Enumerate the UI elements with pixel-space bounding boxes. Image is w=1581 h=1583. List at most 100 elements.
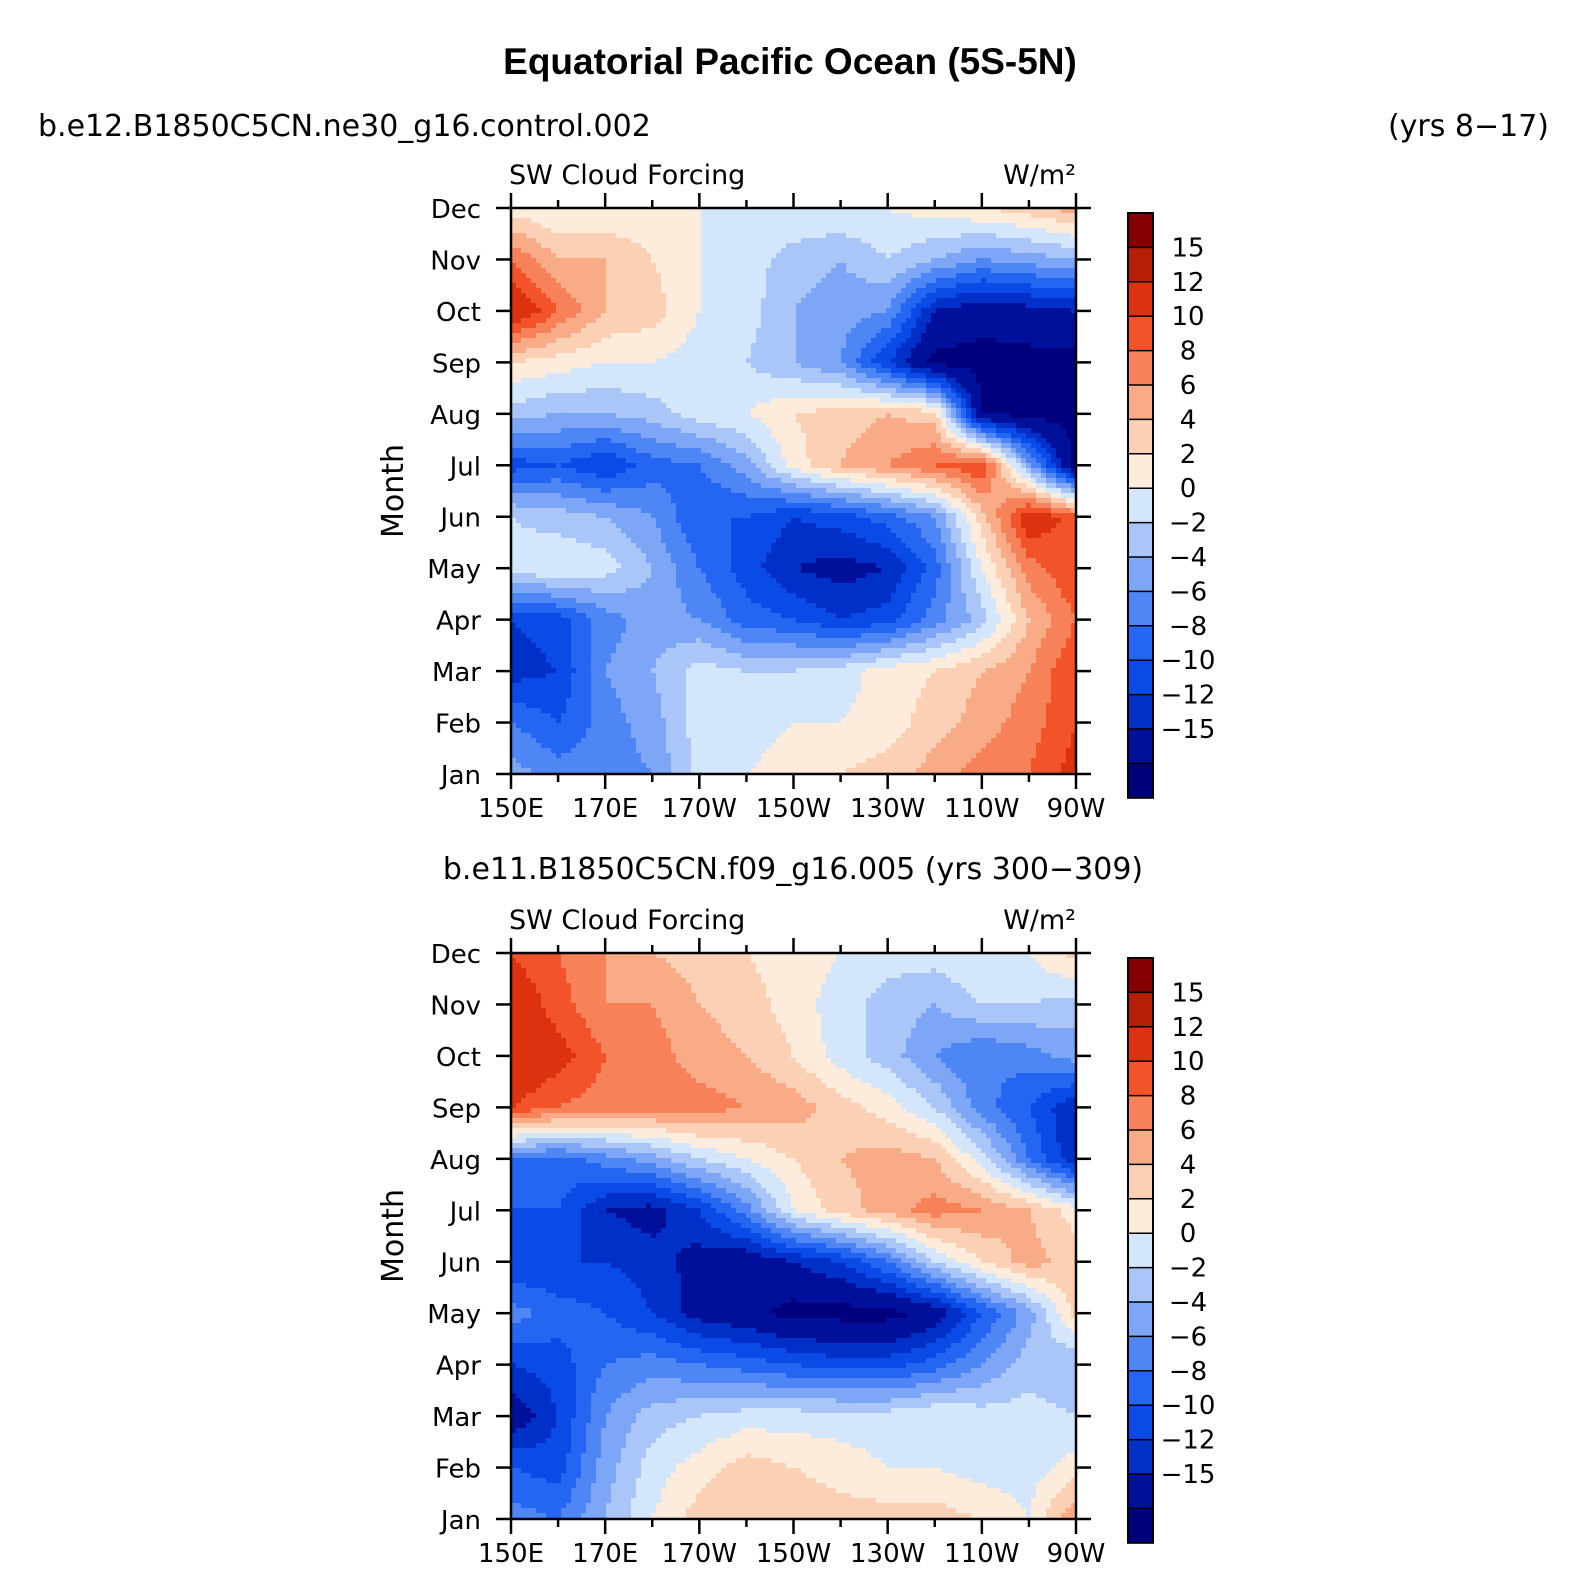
heatmap-cell — [601, 268, 607, 274]
heatmap-cell — [821, 268, 827, 274]
heatmap-cell — [671, 213, 677, 219]
heatmap-cell — [981, 258, 987, 264]
heatmap-cell — [621, 218, 627, 224]
heatmap-cell — [926, 243, 932, 249]
heatmap-cell — [676, 213, 682, 219]
heatmap-cell — [776, 243, 782, 249]
heatmap-cell — [841, 238, 847, 244]
heatmap-cell — [631, 263, 637, 269]
heatmap-cell — [516, 263, 522, 269]
heatmap-cell — [991, 228, 997, 234]
heatmap-cell — [676, 253, 682, 259]
heatmap-cell — [881, 248, 887, 254]
heatmap-cell — [796, 233, 802, 239]
heatmap-cell — [611, 223, 617, 229]
heatmap-cell — [601, 248, 607, 254]
heatmap-cell — [526, 248, 532, 254]
heatmap-cell — [946, 213, 952, 219]
heatmap-cell — [526, 258, 532, 264]
heatmap-cell — [826, 253, 832, 259]
heatmap-cell — [1061, 253, 1067, 259]
heatmap-cell — [536, 223, 542, 229]
heatmap-cell — [561, 253, 567, 259]
heatmap-cell — [1036, 263, 1042, 269]
heatmap-cell — [696, 218, 702, 224]
heatmap-cell — [1046, 223, 1052, 229]
heatmap-cell — [541, 218, 547, 224]
heatmap-cell — [521, 223, 527, 229]
heatmap-cell — [841, 248, 847, 254]
heatmap-cell — [906, 223, 912, 229]
heatmap-cell — [641, 223, 647, 229]
heatmap-cell — [1066, 233, 1072, 239]
heatmap-cell — [846, 243, 852, 249]
heatmap-cell — [556, 263, 562, 269]
heatmap-cell — [576, 213, 582, 219]
heatmap-cell — [1056, 238, 1062, 244]
heatmap-cell — [1036, 228, 1042, 234]
heatmap-cell — [876, 233, 882, 239]
heatmap-cell — [736, 268, 742, 274]
heatmap-cell — [971, 263, 977, 269]
heatmap-cell — [631, 253, 637, 259]
heatmap-cell — [1021, 228, 1027, 234]
heatmap-cell — [711, 223, 717, 229]
heatmap-cell — [516, 253, 522, 259]
heatmap-cell — [626, 263, 632, 269]
heatmap-cell — [1006, 233, 1012, 239]
heatmap-cell — [521, 238, 527, 244]
heatmap-cell — [976, 263, 982, 269]
heatmap-cell — [776, 258, 782, 264]
heatmap-cell — [826, 238, 832, 244]
heatmap-cell — [791, 228, 797, 234]
heatmap-cell — [1001, 228, 1007, 234]
heatmap-cell — [1016, 263, 1022, 269]
heatmap-cell — [726, 248, 732, 254]
heatmap-cell — [806, 258, 812, 264]
heatmap-cell — [546, 253, 552, 259]
heatmap-cell — [546, 223, 552, 229]
heatmap-cell — [571, 248, 577, 254]
heatmap-cell — [901, 233, 907, 239]
heatmap-cell — [781, 238, 787, 244]
heatmap-cell — [826, 248, 832, 254]
heatmap-cell — [846, 228, 852, 234]
heatmap-cell — [581, 253, 587, 259]
heatmap-cell — [581, 213, 587, 219]
heatmap-cell — [626, 218, 632, 224]
heatmap-cell — [701, 228, 707, 234]
heatmap-cell — [591, 238, 597, 244]
heatmap-cell — [666, 258, 672, 264]
heatmap-cell — [666, 213, 672, 219]
heatmap-cell — [711, 233, 717, 239]
heatmap-cell — [581, 223, 587, 229]
heatmap-cell — [1021, 233, 1027, 239]
heatmap-cell — [816, 228, 822, 234]
heatmap-cell — [721, 258, 727, 264]
heatmap-cell — [886, 218, 892, 224]
heatmap-cell — [631, 218, 637, 224]
heatmap-cell — [866, 243, 872, 249]
heatmap-cell — [691, 233, 697, 239]
heatmap-cell — [811, 243, 817, 249]
heatmap-cell — [726, 253, 732, 259]
heatmap-cell — [711, 228, 717, 234]
heatmap-cell — [681, 253, 687, 259]
heatmap-cell — [911, 223, 917, 229]
heatmap-cell — [836, 223, 842, 229]
heatmap-cell — [771, 243, 777, 249]
heatmap-cell — [886, 263, 892, 269]
heatmap-cell — [816, 238, 822, 244]
heatmap-cell — [876, 268, 882, 274]
heatmap-cell — [956, 263, 962, 269]
heatmap-cell — [1016, 233, 1022, 239]
heatmap-cell — [1041, 213, 1047, 219]
heatmap-cell — [751, 213, 757, 219]
heatmap-cell — [711, 258, 717, 264]
heatmap-cell — [621, 263, 627, 269]
heatmap-cell — [541, 223, 547, 229]
heatmap-cell — [626, 223, 632, 229]
heatmap-cell — [891, 233, 897, 239]
heatmap-cell — [1021, 258, 1027, 264]
heatmap-cell — [681, 218, 687, 224]
